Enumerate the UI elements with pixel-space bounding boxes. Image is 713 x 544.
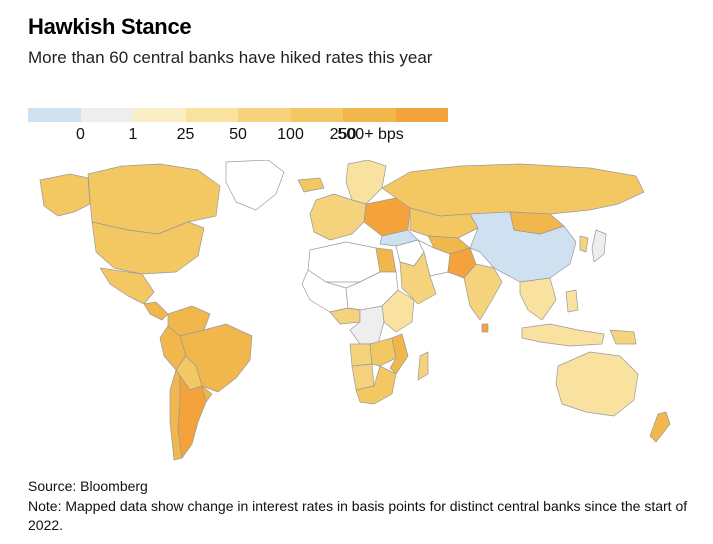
legend-swatch-0 (28, 108, 81, 122)
legend-swatch-3 (185, 108, 238, 122)
region-south-africa (355, 365, 397, 405)
legend-label-1: 1 (128, 126, 138, 143)
region-angola (349, 343, 373, 367)
region-canada (87, 163, 221, 235)
legend-swatch-7 (395, 108, 448, 122)
region-russia (381, 163, 645, 217)
region-zambia-zimbabwe (369, 337, 397, 367)
region-greenland (225, 160, 285, 211)
region-scandinavia (345, 160, 387, 205)
legend-labels: 0 1 25 50 100 250 500+ bps (28, 126, 448, 148)
region-sri-lanka (481, 323, 489, 333)
color-legend: 0 1 25 50 100 250 500+ bps (28, 108, 448, 148)
source-note: Source: Bloomberg (28, 478, 148, 494)
legend-label-5: 250 (329, 126, 357, 143)
region-australia (555, 351, 639, 417)
legend-label-6: 500+ bps (337, 126, 404, 143)
region-new-zealand (649, 411, 671, 443)
legend-label-2: 25 (176, 126, 195, 143)
region-central-america (143, 301, 169, 321)
map-subtitle: More than 60 central banks have hiked ra… (28, 48, 433, 67)
footnote: Note: Mapped data show change in interes… (28, 498, 688, 533)
region-alaska (39, 173, 91, 217)
region-north-africa (307, 241, 381, 283)
region-kazakhstan (409, 207, 479, 239)
region-argentina (177, 375, 207, 459)
map-title: Hawkish Stance (28, 14, 192, 39)
region-indonesia (521, 323, 605, 347)
legend-swatch-1 (80, 108, 133, 122)
region-korea (579, 235, 589, 253)
legend-color-bar (28, 108, 448, 122)
region-united-states (91, 221, 205, 275)
legend-swatch-2 (133, 108, 186, 122)
region-iceland (297, 177, 325, 193)
region-uruguay (201, 385, 213, 403)
world-map (39, 160, 671, 461)
region-philippines (565, 289, 579, 313)
region-southeast-asia (519, 277, 557, 321)
region-eastern-europe (363, 197, 411, 237)
region-western-europe (309, 193, 367, 241)
region-papua-new-guinea (609, 329, 637, 345)
region-namibia (351, 363, 375, 391)
legend-label-3: 50 (229, 126, 247, 143)
region-mongolia (509, 211, 565, 235)
legend-swatch-4 (238, 108, 291, 122)
legend-swatch-5 (290, 108, 343, 122)
legend-label-0: 0 (76, 126, 85, 143)
region-madagascar (417, 351, 429, 381)
legend-label-4: 100 (277, 126, 304, 143)
region-japan (591, 229, 607, 263)
legend-swatch-6 (343, 108, 396, 122)
region-india (463, 263, 503, 321)
